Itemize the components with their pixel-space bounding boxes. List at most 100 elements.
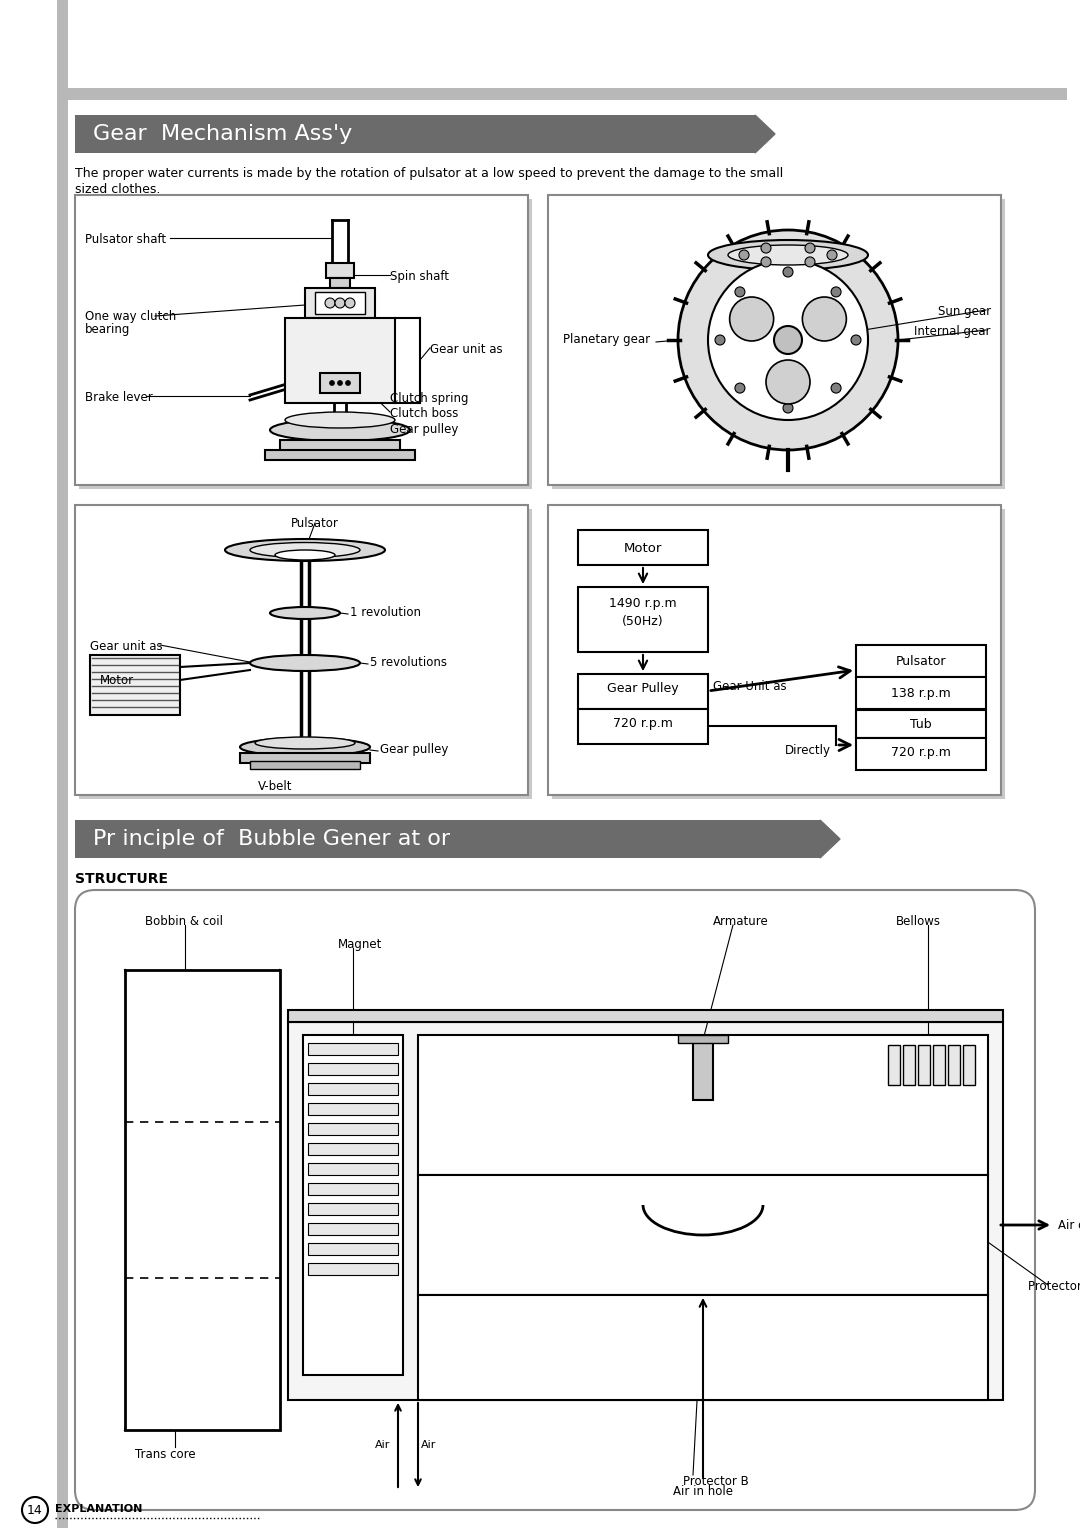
Circle shape xyxy=(783,403,793,413)
Bar xyxy=(418,1296,988,1400)
Text: Pr inciple of  Bubble Gener at or: Pr inciple of Bubble Gener at or xyxy=(93,830,450,850)
Bar xyxy=(903,1045,915,1085)
Bar xyxy=(308,1183,399,1195)
Circle shape xyxy=(774,325,802,354)
Ellipse shape xyxy=(275,550,335,559)
Text: (50Hz): (50Hz) xyxy=(622,614,664,628)
Text: Air in hole: Air in hole xyxy=(673,1485,733,1497)
Text: 138 r.p.m: 138 r.p.m xyxy=(891,688,950,700)
Circle shape xyxy=(335,298,345,309)
Text: bearing: bearing xyxy=(85,322,131,336)
Bar xyxy=(578,709,708,744)
Text: Magnet: Magnet xyxy=(338,938,382,950)
Bar xyxy=(552,509,1005,799)
Bar xyxy=(308,1163,399,1175)
Bar xyxy=(285,318,395,403)
Bar xyxy=(308,1222,399,1235)
Text: Directly: Directly xyxy=(785,744,831,756)
Text: 720 r.p.m: 720 r.p.m xyxy=(613,717,673,730)
Bar xyxy=(57,89,1067,99)
Text: sized clothes.: sized clothes. xyxy=(75,183,160,196)
Bar xyxy=(326,263,354,278)
Bar xyxy=(888,1045,900,1085)
Bar xyxy=(578,674,708,709)
Text: Internal gear: Internal gear xyxy=(915,325,991,338)
Bar xyxy=(79,509,532,799)
Text: The proper water currents is made by the rotation of pulsator at a low speed to : The proper water currents is made by the… xyxy=(75,167,783,180)
Text: Gear  Mechanism Ass'y: Gear Mechanism Ass'y xyxy=(93,124,352,144)
Text: Bellows: Bellows xyxy=(895,915,941,927)
Bar xyxy=(330,278,350,287)
Text: Gear pulley: Gear pulley xyxy=(380,744,448,756)
Bar xyxy=(305,287,375,318)
Bar xyxy=(578,530,708,565)
Bar xyxy=(856,677,986,709)
Text: Motor: Motor xyxy=(100,674,134,686)
Bar xyxy=(288,1022,1003,1400)
Circle shape xyxy=(783,267,793,277)
Bar xyxy=(79,199,532,489)
Text: Gear Pulley: Gear Pulley xyxy=(607,681,679,695)
Ellipse shape xyxy=(270,419,410,442)
Circle shape xyxy=(325,298,335,309)
Text: Armature: Armature xyxy=(713,915,769,927)
Text: Brake lever: Brake lever xyxy=(85,391,152,403)
Ellipse shape xyxy=(249,542,360,558)
Text: Pulsator: Pulsator xyxy=(895,656,946,668)
Ellipse shape xyxy=(728,244,848,264)
Bar xyxy=(57,0,68,1528)
Bar xyxy=(308,1063,399,1076)
Text: Motor: Motor xyxy=(624,542,662,555)
Bar xyxy=(678,1034,728,1044)
Text: V-belt: V-belt xyxy=(258,779,293,793)
Text: One way clutch: One way clutch xyxy=(85,310,176,322)
Bar xyxy=(75,196,528,484)
Text: Pulsator shaft: Pulsator shaft xyxy=(85,232,166,246)
Bar xyxy=(308,1083,399,1096)
Circle shape xyxy=(832,384,841,393)
Ellipse shape xyxy=(225,539,384,561)
Circle shape xyxy=(345,298,355,309)
Text: Spin shaft: Spin shaft xyxy=(390,270,449,283)
Circle shape xyxy=(730,296,773,341)
Text: Gear pulley: Gear pulley xyxy=(390,423,458,435)
Ellipse shape xyxy=(255,736,355,749)
Text: STRUCTURE: STRUCTURE xyxy=(75,872,168,886)
Circle shape xyxy=(678,231,897,451)
Bar xyxy=(418,1034,988,1175)
Circle shape xyxy=(715,335,725,345)
Bar xyxy=(308,1044,399,1054)
Circle shape xyxy=(802,296,847,341)
Bar xyxy=(308,1143,399,1155)
Circle shape xyxy=(22,1497,48,1523)
Bar xyxy=(856,711,986,738)
Text: EXPLANATION: EXPLANATION xyxy=(55,1504,143,1514)
Bar xyxy=(303,1034,403,1375)
Text: Gear unit as: Gear unit as xyxy=(90,640,163,652)
Text: 1490 r.p.m: 1490 r.p.m xyxy=(609,597,677,610)
Text: Bobbin & coil: Bobbin & coil xyxy=(145,915,222,927)
Bar xyxy=(308,1203,399,1215)
Bar xyxy=(240,753,370,762)
Bar xyxy=(288,1010,1003,1022)
Circle shape xyxy=(805,243,815,254)
Circle shape xyxy=(346,380,351,385)
Bar xyxy=(948,1045,960,1085)
Bar xyxy=(315,292,365,313)
Text: Sun gear: Sun gear xyxy=(937,306,991,318)
Circle shape xyxy=(739,251,750,260)
Circle shape xyxy=(851,335,861,345)
Bar xyxy=(552,199,1005,489)
Bar xyxy=(125,970,280,1430)
Text: 720 r.p.m: 720 r.p.m xyxy=(891,746,950,759)
Circle shape xyxy=(761,243,771,254)
Bar xyxy=(548,196,1001,484)
Bar xyxy=(933,1045,945,1085)
Text: Trans core: Trans core xyxy=(135,1449,195,1461)
Bar xyxy=(963,1045,975,1085)
Bar xyxy=(320,373,360,393)
Bar xyxy=(308,1242,399,1254)
Circle shape xyxy=(734,287,745,296)
Ellipse shape xyxy=(708,240,868,270)
FancyBboxPatch shape xyxy=(75,889,1035,1510)
